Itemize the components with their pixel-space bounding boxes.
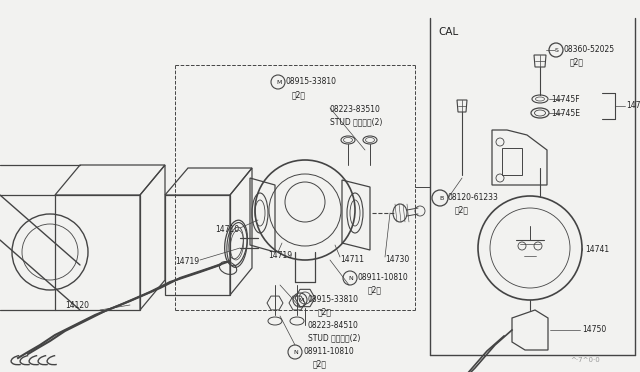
Text: （2）: （2） bbox=[318, 308, 332, 317]
Text: M: M bbox=[276, 80, 282, 84]
Text: 08223-83510: 08223-83510 bbox=[330, 106, 381, 115]
Text: （2）: （2） bbox=[368, 285, 382, 295]
Text: 14745F: 14745F bbox=[551, 94, 580, 103]
Text: 14741: 14741 bbox=[585, 246, 609, 254]
Text: 14120: 14120 bbox=[65, 301, 89, 310]
Text: 14719: 14719 bbox=[268, 250, 292, 260]
Text: M: M bbox=[298, 298, 304, 302]
Text: （2）: （2） bbox=[455, 205, 469, 215]
Text: 08915-33810: 08915-33810 bbox=[286, 77, 337, 87]
Text: 14719: 14719 bbox=[175, 257, 199, 266]
Text: 14730: 14730 bbox=[385, 256, 409, 264]
Text: 14745E: 14745E bbox=[551, 109, 580, 118]
Text: N: N bbox=[294, 350, 298, 355]
Text: CAL: CAL bbox=[438, 27, 458, 37]
Text: 08223-84510: 08223-84510 bbox=[308, 321, 359, 330]
Text: 14711: 14711 bbox=[340, 256, 364, 264]
Text: STUD スタッド(2): STUD スタッド(2) bbox=[308, 334, 360, 343]
Text: N: N bbox=[349, 276, 353, 280]
Text: （2）: （2） bbox=[313, 359, 327, 369]
Text: 08360-52025: 08360-52025 bbox=[563, 45, 614, 55]
Text: 14745: 14745 bbox=[626, 102, 640, 110]
Text: （2）: （2） bbox=[570, 58, 584, 67]
Text: 14710: 14710 bbox=[215, 225, 239, 234]
Text: STUD スタッド(2): STUD スタッド(2) bbox=[330, 118, 382, 126]
Text: 08120-61233: 08120-61233 bbox=[448, 193, 499, 202]
Text: 08911-10810: 08911-10810 bbox=[303, 347, 354, 356]
Text: B: B bbox=[439, 196, 443, 201]
Text: 08911-10810: 08911-10810 bbox=[358, 273, 409, 282]
Text: 14750: 14750 bbox=[582, 326, 606, 334]
Text: ^·7^0·0: ^·7^0·0 bbox=[570, 357, 600, 363]
Text: 08915-33810: 08915-33810 bbox=[308, 295, 359, 305]
Text: （2）: （2） bbox=[292, 90, 306, 99]
Text: S: S bbox=[555, 48, 559, 52]
